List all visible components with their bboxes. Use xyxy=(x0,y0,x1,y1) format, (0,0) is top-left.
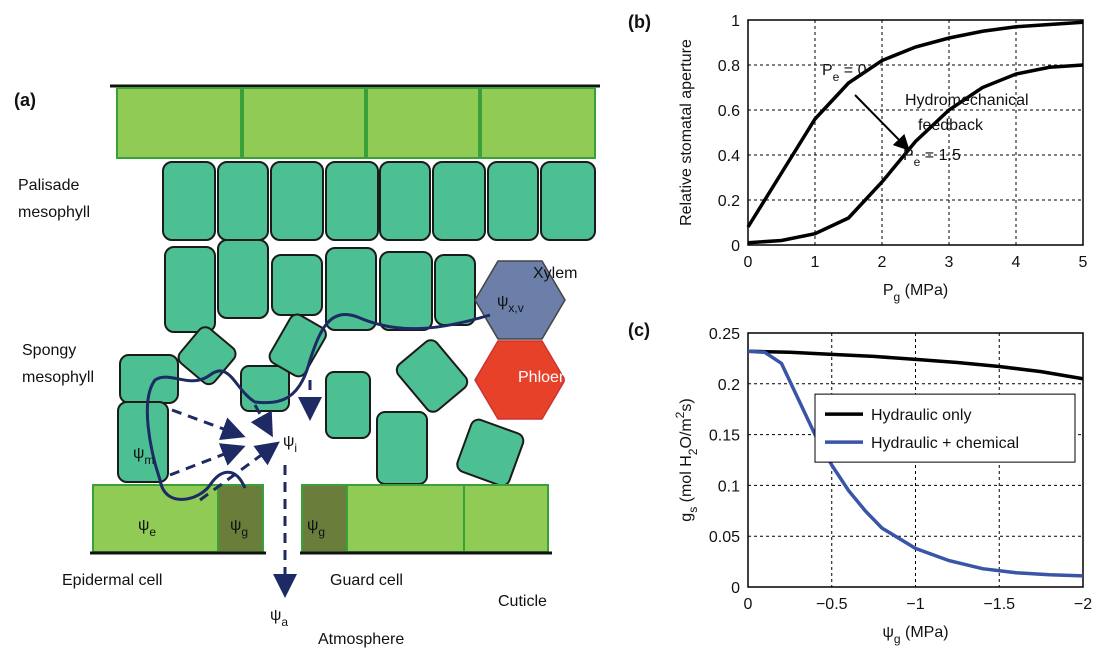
legend-label: Hydraulic + chemical xyxy=(871,435,1019,452)
epidermis-cell xyxy=(481,88,595,158)
water-potential-label: ψi xyxy=(283,433,297,455)
spongy-cells xyxy=(118,312,526,488)
label: mesophyll xyxy=(18,204,90,221)
text-part: ψ xyxy=(882,624,893,641)
text-part: x,v xyxy=(508,301,523,315)
epidermis-cell xyxy=(367,88,479,158)
annotation: Pe = 1.5 xyxy=(903,147,961,169)
leaf-diagram: (a) Palisade mesophyll Spongy mesophyll … xyxy=(14,86,600,648)
x-axis-label: ψg (MPa) xyxy=(882,624,948,646)
y-axis-label: gs (mol H2O/m2s) xyxy=(673,398,700,521)
annotation: Hydromechanical xyxy=(905,92,1029,109)
y-tick-label: 0.1 xyxy=(718,478,740,495)
y-tick-label: 0.8 xyxy=(718,58,740,75)
x-tick-label: −1 xyxy=(906,596,924,613)
x-tick-label: 2 xyxy=(878,254,887,271)
plot-frame xyxy=(748,20,1083,245)
flow-arrow xyxy=(172,410,240,435)
x-tick-label: −2 xyxy=(1074,596,1092,613)
x-tick-label: −0.5 xyxy=(816,596,848,613)
text-part: = 1.5 xyxy=(920,147,961,164)
label: mesophyll xyxy=(22,369,94,386)
annotation: feedback xyxy=(918,117,984,134)
y-tick-label: 1 xyxy=(731,13,740,30)
text-part: O/m xyxy=(678,418,695,448)
text-part: (MPa) xyxy=(901,624,949,641)
text-part: ψ xyxy=(270,607,281,624)
y-tick-label: 0.2 xyxy=(718,377,740,394)
label: Xylem xyxy=(533,265,577,282)
text-part: (mol H xyxy=(678,455,695,507)
label: Cuticle xyxy=(498,593,547,610)
text-part: ψ xyxy=(138,517,149,534)
text-part: i xyxy=(294,441,297,455)
y-tick-label: 0 xyxy=(731,238,740,255)
series-line xyxy=(748,22,1083,227)
series-line xyxy=(748,351,1083,576)
x-tick-label: −1.5 xyxy=(983,596,1015,613)
text-part: P xyxy=(903,147,914,164)
label: Palisade xyxy=(18,177,79,194)
text-part: Relative stomatal aperture xyxy=(678,39,695,226)
text-part: = 0 xyxy=(839,62,866,79)
text-part: g xyxy=(893,290,900,304)
y-tick-label: 0.25 xyxy=(709,326,740,343)
figure: (a) Palisade mesophyll Spongy mesophyll … xyxy=(0,0,1097,651)
x-tick-label: 4 xyxy=(1012,254,1021,271)
text-part: ψ xyxy=(283,433,294,450)
label: Atmosphere xyxy=(318,631,404,648)
text-part: s) xyxy=(678,398,695,411)
text-part: m xyxy=(144,453,154,467)
x-tick-label: 5 xyxy=(1079,254,1088,271)
annotation: Pe = 0 xyxy=(822,62,867,84)
text-part: g xyxy=(241,525,248,539)
text-part: g xyxy=(678,513,695,522)
x-tick-label: 0 xyxy=(744,254,753,271)
x-tick-label: 0 xyxy=(744,596,753,613)
y-tick-label: 0.05 xyxy=(709,529,740,546)
panel-label: (a) xyxy=(14,90,36,110)
x-axis-label: Pg (MPa) xyxy=(883,282,948,304)
legend-label: Hydraulic only xyxy=(871,407,971,424)
x-tick-label: 3 xyxy=(945,254,954,271)
y-tick-label: 0.15 xyxy=(709,428,740,445)
y-tick-label: 0 xyxy=(731,580,740,597)
y-tick-label: 0.6 xyxy=(718,103,740,120)
text-part: g xyxy=(318,525,325,539)
text-part: e xyxy=(149,525,156,539)
text-part: P xyxy=(822,62,833,79)
text-part: g xyxy=(894,632,901,646)
water-potential-label: ψa xyxy=(270,607,288,629)
label: Phloem xyxy=(518,369,572,386)
text-part: ψ xyxy=(133,445,144,462)
text-part: a xyxy=(281,615,288,629)
epidermis-cell xyxy=(347,485,464,552)
epidermis-cell xyxy=(464,485,548,552)
text-part: feedback xyxy=(918,117,984,134)
text-part: ψ xyxy=(230,517,241,534)
y-axis-label: Relative stomatal aperture xyxy=(678,39,695,226)
label: Guard cell xyxy=(330,572,403,589)
y-tick-label: 0.4 xyxy=(718,148,740,165)
text-part: P xyxy=(883,282,894,299)
panel-label: (c) xyxy=(628,320,650,340)
label: Epidermal cell xyxy=(62,572,162,589)
text-part: ψ xyxy=(497,293,508,310)
text-part: (MPa) xyxy=(900,282,948,299)
epidermis-cell xyxy=(117,88,241,158)
y-tick-label: 0.2 xyxy=(718,193,740,210)
panel-label: (b) xyxy=(628,12,651,32)
annotation-arrow xyxy=(855,95,907,148)
epidermis-cell xyxy=(243,88,365,158)
text-part: Hydromechanical xyxy=(905,92,1029,109)
x-tick-label: 1 xyxy=(811,254,820,271)
text-part: ψ xyxy=(307,517,318,534)
label: Spongy xyxy=(22,342,76,359)
